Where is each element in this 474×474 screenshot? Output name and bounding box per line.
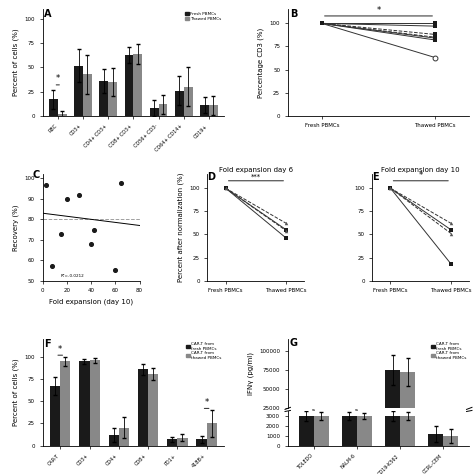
Text: *: * [55, 74, 60, 83]
Bar [100, 81, 108, 116]
Y-axis label: Recovery (%): Recovery (%) [12, 204, 19, 251]
Bar [175, 91, 184, 116]
Text: C: C [33, 170, 40, 180]
Bar [150, 108, 159, 116]
Bar [83, 74, 92, 116]
Bar [299, 416, 314, 446]
X-axis label: Fold expansion (day 10): Fold expansion (day 10) [49, 299, 133, 305]
Y-axis label: IFNγ (pg/ml): IFNγ (pg/ml) [247, 352, 254, 395]
Legend: Fresh PBMCs, Thawed PBMCs: Fresh PBMCs, Thawed PBMCs [184, 11, 222, 22]
Bar [109, 435, 119, 446]
Bar [108, 82, 117, 116]
Bar [49, 100, 58, 116]
Bar [159, 104, 167, 116]
Point [43, 181, 50, 188]
Bar [299, 416, 314, 428]
Bar [74, 65, 83, 116]
Text: ***: *** [251, 174, 261, 180]
Bar [177, 438, 188, 446]
Bar [167, 439, 177, 446]
Text: E: E [372, 172, 379, 182]
Point [118, 179, 125, 186]
Bar [138, 369, 148, 446]
Bar [400, 416, 415, 446]
Bar [385, 416, 400, 446]
Bar [58, 114, 67, 116]
Bar [90, 360, 100, 446]
Bar [428, 434, 443, 446]
Bar [200, 105, 209, 116]
Bar [207, 423, 217, 446]
Legend: CAR-T from
fresh PBMCs, CAR-T from
thawed PBMCs: CAR-T from fresh PBMCs, CAR-T from thawe… [430, 341, 467, 361]
Bar [342, 417, 357, 428]
Text: ns: ns [355, 408, 359, 412]
Point [87, 240, 95, 248]
Bar [133, 54, 142, 116]
Bar [79, 361, 90, 446]
Point [90, 226, 97, 233]
Text: *: * [376, 6, 381, 15]
Bar [125, 55, 133, 116]
Bar [50, 386, 60, 446]
Bar [357, 417, 372, 428]
Point [111, 267, 119, 274]
Y-axis label: Percent after normalization (%): Percent after normalization (%) [177, 173, 184, 283]
Text: R²=-0.0212: R²=-0.0212 [61, 273, 84, 278]
Bar [314, 417, 329, 428]
Y-axis label: Percent of cells (%): Percent of cells (%) [12, 358, 19, 426]
Bar [385, 370, 400, 428]
Title: Fold expansion day 6: Fold expansion day 6 [219, 166, 293, 173]
Bar [196, 439, 207, 446]
Legend: CAR-T from
fresh PBMCs, CAR-T from
thawed PBMCs: CAR-T from fresh PBMCs, CAR-T from thawe… [185, 341, 222, 361]
Bar [443, 436, 458, 446]
Bar [119, 428, 129, 446]
Text: B: B [290, 9, 297, 19]
Y-axis label: Percentage CD3 (%): Percentage CD3 (%) [257, 27, 264, 98]
Bar [184, 87, 192, 116]
Y-axis label: Percent of cells (%): Percent of cells (%) [12, 29, 19, 97]
Point [57, 230, 64, 237]
Text: *: * [58, 345, 63, 354]
Text: *: * [419, 171, 423, 180]
Point [48, 263, 56, 270]
Bar [314, 416, 329, 446]
Bar [148, 374, 158, 446]
Text: ns: ns [311, 408, 316, 412]
Point [63, 195, 71, 203]
Text: D: D [208, 172, 216, 182]
Text: A: A [44, 9, 51, 19]
Text: G: G [290, 338, 298, 348]
Bar [400, 372, 415, 428]
Bar [60, 361, 71, 446]
Text: *: * [204, 399, 209, 408]
Bar [342, 416, 357, 446]
Point [75, 191, 83, 199]
Bar [209, 105, 218, 116]
Title: Fold expansion day 10: Fold expansion day 10 [382, 166, 460, 173]
Text: F: F [44, 339, 51, 349]
Bar [357, 416, 372, 446]
